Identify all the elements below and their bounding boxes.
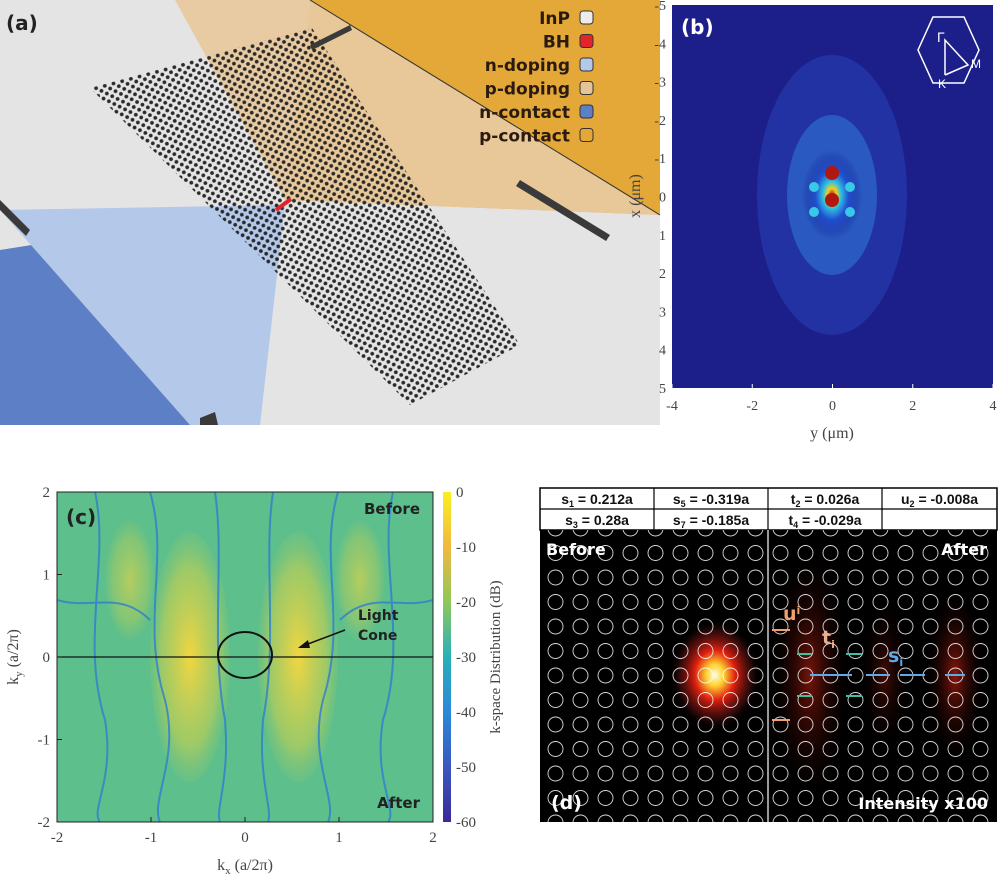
colorbar-tick-label: -30 — [456, 650, 476, 666]
table-cell: s3 = 0.28a — [565, 512, 629, 530]
legend-label: InP — [539, 9, 570, 29]
table-cell: u2 = -0.008a — [901, 491, 978, 509]
after-label: After — [941, 540, 987, 559]
panel-b-mode-profile: Γ K M (b) -4 -2 0 2 4 -5 -4 -3 -2 -1 0 1 2 3 4 5 y (μm)… — [627, 0, 997, 442]
x-tick-label: -1 — [145, 830, 158, 846]
panel-c-label: (c) — [66, 505, 96, 529]
x-tick-label: 1 — [335, 830, 343, 846]
photonic-crystal-slab — [90, 28, 520, 405]
light-cone-label-line2: Cone — [358, 628, 397, 644]
k-point-label: K — [938, 77, 946, 91]
colorbar — [443, 492, 451, 822]
x-tick-label: 4 — [990, 399, 997, 414]
t-label: ti — [822, 627, 835, 651]
panel-c-kspace-map: Light Cone Before After (c) -2 -1 0 1 2210-1… — [5, 485, 504, 877]
material-legend: InP BH n-doping p-doping n-contact p-contact — [479, 9, 594, 147]
x-axis-label: y (μm) — [810, 425, 854, 442]
x-tick-label: 2 — [909, 399, 916, 414]
y-axis-label: x (μm) — [627, 174, 644, 218]
legend-label: n-doping — [485, 56, 570, 76]
x-tick-label: -4 — [666, 399, 678, 414]
light-cone-label-line1: Light — [358, 608, 399, 624]
x-axis-label: kx (a/2π) — [217, 857, 273, 877]
table-cell: t4 = -0.029a — [788, 512, 861, 530]
colorbar-tick-label: 0 — [456, 485, 464, 501]
y-tick-label: -4 — [654, 37, 666, 52]
legend-label: p-doping — [485, 80, 570, 100]
y-tick-label: 1 — [659, 229, 666, 244]
y-tick-label: -3 — [654, 76, 666, 91]
x-tick-label: -2 — [746, 399, 758, 414]
intensity-label: Intensity x100 — [858, 794, 988, 813]
y-tick-label: 3 — [659, 305, 666, 320]
buried-heterostructure — [274, 197, 293, 212]
panel-d-label: (d) — [551, 792, 582, 814]
legend-label: p-contact — [479, 127, 570, 147]
panel-a-label: (a) — [6, 11, 38, 35]
y-tick-label: 2 — [659, 267, 666, 282]
gamma-point-label: Γ — [937, 29, 945, 45]
table-cell: s5 = -0.319a — [673, 491, 749, 509]
before-label: Before — [364, 500, 420, 518]
legend-swatch — [579, 104, 594, 119]
panel-d-field-comparison: s1 = 0.212a s5 = -0.319a t2 = 0.026a u2 = -… — [539, 487, 998, 822]
y-tick-label: -5 — [654, 0, 666, 14]
y-tick-label: 2 — [43, 485, 51, 501]
y-axis-label: ky (a/2π) — [5, 629, 25, 685]
u-label: ui — [783, 603, 800, 625]
y-tick-label: 0 — [43, 650, 51, 666]
panel-b-label: (b) — [681, 15, 714, 39]
brillouin-zone-inset — [917, 16, 980, 84]
legend-label: BH — [543, 33, 570, 53]
legend-swatch — [579, 10, 594, 25]
legend-swatch — [579, 34, 594, 48]
y-tick-label: 0 — [659, 191, 666, 206]
table-cell: s7 = -0.185a — [673, 512, 749, 530]
y-tick-label: -1 — [38, 733, 51, 749]
colorbar-label: k-space Distribution (dB) — [488, 580, 504, 733]
before-label: Before — [546, 540, 606, 559]
x-tick-label: -2 — [51, 830, 64, 846]
y-tick-label: -2 — [38, 815, 51, 831]
m-point-label: M — [971, 57, 981, 71]
electrodes — [0, 25, 610, 425]
after-label: After — [377, 794, 420, 812]
y-tick-label: 4 — [659, 344, 666, 359]
table-cell: s1 = 0.212a — [561, 491, 633, 509]
colorbar-tick-label: -40 — [456, 705, 476, 721]
light-cone-circle — [217, 631, 273, 679]
colorbar-tick-label: -50 — [456, 760, 476, 776]
legend-label: n-contact — [479, 103, 570, 123]
y-tick-label: -1 — [654, 152, 666, 167]
x-tick-label: 2 — [429, 830, 437, 846]
x-tick-label: 0 — [241, 830, 249, 846]
colorbar-tick-label: -10 — [456, 540, 476, 556]
panel-a-device-schematic: (a) InP BH n-doping p-doping n-contact p-cont… — [0, 0, 660, 425]
table-cell: t2 = 0.026a — [791, 491, 860, 509]
legend-swatch — [579, 81, 594, 95]
colorbar-tick-label: -60 — [456, 815, 476, 831]
y-tick-label: 1 — [43, 568, 51, 584]
legend-swatch — [579, 128, 594, 142]
n-doping-region — [0, 205, 285, 425]
s-label: si — [888, 645, 903, 669]
legend-swatch — [579, 57, 594, 72]
x-tick-label: 0 — [829, 399, 836, 414]
displacement-arrows — [772, 629, 965, 721]
colorbar-tick-label: -20 — [456, 595, 476, 611]
y-tick-label: -2 — [654, 114, 666, 129]
y-tick-label: 5 — [659, 382, 666, 397]
